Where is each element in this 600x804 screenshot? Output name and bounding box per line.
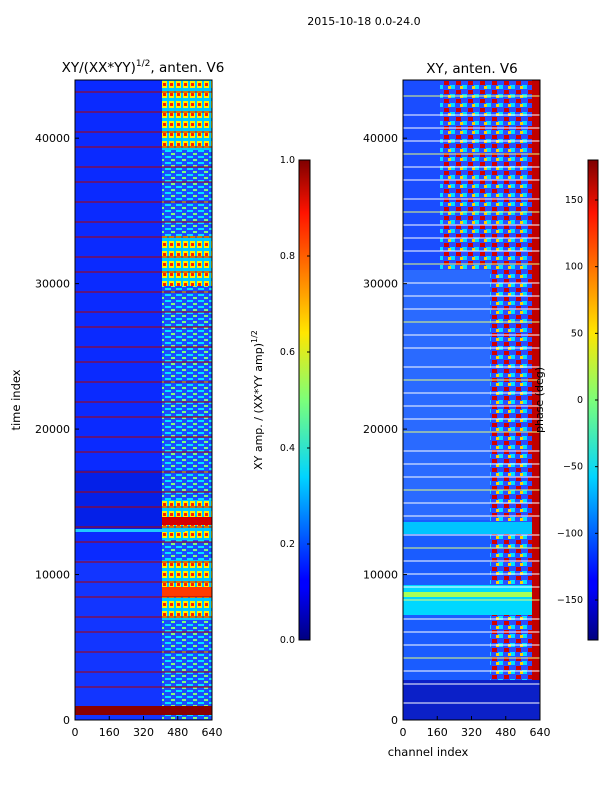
- left-colorbar-tick-label: 0.0: [280, 635, 295, 646]
- left-x-tick-label: 0: [72, 726, 79, 739]
- left-y-tick-label: 20000: [35, 423, 70, 436]
- left-y-tick-label: 0: [63, 714, 70, 727]
- left-heatmap-red-lines: [75, 91, 212, 688]
- left-heatmap-bright-streak: [75, 529, 185, 532]
- left-colorbar: 0.0 0.2 0.4 0.6 0.8 1.0 XY amp. / (XX*YY amp)…: [250, 155, 311, 646]
- right-y-tick-label: 40000: [363, 132, 398, 145]
- left-x-tick-label: 320: [133, 726, 154, 739]
- left-heatmap-hot-row-2: [162, 587, 212, 597]
- right-x-tick-label: 160: [427, 726, 448, 739]
- left-colorbar-tick-label: 1.0: [280, 155, 295, 166]
- right-x-axis-label: channel index: [388, 745, 469, 759]
- right-colorbar-label: phase (deg): [533, 367, 546, 433]
- left-title: XY/(XX*YY)1/2, anten. V6: [62, 59, 225, 76]
- right-heatmap-edge-red: [532, 80, 540, 720]
- left-colorbar-label-superscript: 1/2: [250, 330, 259, 343]
- left-y-axis-label: time index: [9, 369, 23, 430]
- left-title-superscript: 1/2: [136, 59, 150, 69]
- right-x-ticks: 0 160 320 480 640: [400, 716, 551, 739]
- right-colorbar-ticks: −150 −100 −50 0 50 100 150: [557, 195, 598, 606]
- right-y-ticks: 0 10000 20000 30000 40000: [363, 132, 407, 727]
- left-title-suffix: , anten. V6: [150, 60, 224, 76]
- left-colorbar-gradient: [298, 159, 311, 641]
- right-x-tick-label: 0: [400, 726, 407, 739]
- left-y-tick-label: 30000: [35, 278, 70, 291]
- right-y-tick-label: 30000: [363, 278, 398, 291]
- left-y-ticks: 0 10000 20000 30000 40000: [35, 132, 79, 727]
- right-colorbar-tick-label: 50: [571, 328, 583, 339]
- right-panel: XY, anten. V6 0 160 320 480 640 0 10000 20000 3…: [363, 61, 599, 759]
- left-colorbar-tick-label: 0.2: [280, 539, 295, 550]
- right-colorbar-tick-label: −100: [557, 528, 583, 539]
- left-colorbar-tick-label: 0.6: [280, 347, 295, 358]
- right-heatmap-upper-phase: [440, 80, 540, 270]
- left-x-tick-label: 160: [99, 726, 120, 739]
- right-colorbar-tick-label: 0: [577, 395, 583, 406]
- right-colorbar-tick-label: 150: [565, 195, 583, 206]
- left-heatmap-cells-mid: [162, 236, 212, 286]
- left-heatmap-cells-top: [162, 80, 212, 150]
- right-x-tick-label: 320: [461, 726, 482, 739]
- left-colorbar-ticks: 0.0 0.2 0.4 0.6 0.8 1.0: [280, 155, 310, 646]
- right-x-tick-label: 640: [530, 726, 551, 739]
- left-y-tick-label: 10000: [35, 569, 70, 582]
- left-colorbar-tick-label: 0.4: [280, 443, 295, 454]
- left-heatmap-right-region: [162, 80, 212, 720]
- right-y-tick-label: 20000: [363, 423, 398, 436]
- right-colorbar-tick-label: −50: [563, 462, 583, 473]
- left-heatmap-bottom-band: [75, 706, 212, 715]
- right-heatmap-mid-blue: [403, 270, 490, 520]
- right-heatmap-mid-band: [403, 522, 540, 534]
- left-colorbar-label: XY amp. / (XX*YY amp)1/2: [250, 330, 265, 470]
- left-panel: XY/(XX*YY)1/2, anten. V6 0 160 320 480 640 0…: [9, 59, 311, 739]
- right-heatmap-bottom-dark: [403, 680, 540, 720]
- right-heatmap-low-band-yellow: [403, 592, 540, 597]
- right-colorbar: −150 −100 −50 0 50 100 150 phase (deg): [533, 159, 599, 641]
- right-x-tick-label: 480: [495, 726, 516, 739]
- right-colorbar-tick-label: 100: [565, 262, 583, 273]
- left-x-tick-label: 640: [202, 726, 223, 739]
- left-x-tick-label: 480: [167, 726, 188, 739]
- right-y-tick-label: 10000: [363, 569, 398, 582]
- right-heatmap-white-lines: [403, 95, 540, 704]
- figure-suptitle: 2015-10-18 0.0-24.0: [307, 15, 420, 28]
- left-heatmap-hot-row-1: [162, 517, 212, 525]
- right-heatmap: [402, 79, 541, 721]
- left-heatmap: [74, 79, 213, 721]
- left-title-text: XY/(XX*YY): [62, 60, 136, 76]
- right-title: XY, anten. V6: [426, 61, 517, 77]
- left-colorbar-tick-label: 0.8: [280, 251, 295, 262]
- left-x-ticks: 0 160 320 480 640: [72, 716, 223, 739]
- left-y-tick-label: 40000: [35, 132, 70, 145]
- left-colorbar-label-text: XY amp. / (XX*YY amp): [252, 343, 265, 470]
- right-y-tick-label: 0: [391, 714, 398, 727]
- right-colorbar-tick-label: −150: [557, 595, 583, 606]
